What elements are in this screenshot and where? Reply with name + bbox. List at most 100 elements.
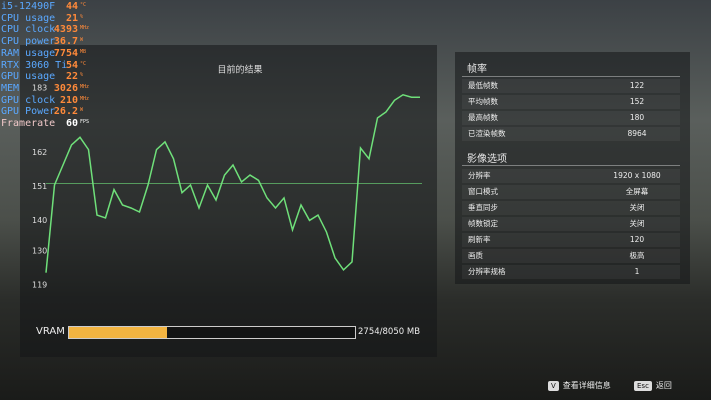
overlay-unit: W — [80, 37, 84, 44]
overlay-value: 21 — [65, 12, 78, 24]
overlay-row: GPU clock 210 MHz — [0, 95, 110, 107]
overlay-unit: MB — [80, 48, 87, 55]
info-row: 已渲染帧数 8964 — [462, 127, 680, 141]
row-label: 平均帧数 — [468, 97, 498, 106]
info-panel — [455, 52, 690, 284]
row-label: 窗口模式 — [468, 187, 498, 196]
info-row: 最低帧数 122 — [462, 79, 680, 93]
vram-text: 2754/8050 MB — [358, 327, 420, 337]
row-label: 最低帧数 — [468, 81, 498, 90]
info-row: 平均帧数 152 — [462, 95, 680, 109]
info-row: 最高帧数 180 — [462, 111, 680, 125]
overlay-row: RTX 3060 Ti 54 °C — [0, 60, 110, 72]
overlay-unit: °C — [80, 60, 87, 67]
key-hint: Esc — [634, 381, 652, 391]
row-label: 最高帧数 — [468, 113, 498, 122]
row-label: 帧数锁定 — [468, 219, 498, 228]
vram-sep: / — [379, 327, 383, 337]
row-value: 关闭 — [629, 203, 645, 212]
y-tick-label: 130 — [32, 247, 47, 256]
vram-total: 8050 — [382, 327, 405, 337]
key-hint: V — [548, 381, 559, 391]
row-label: 垂直同步 — [468, 203, 498, 212]
row-value: 122 — [629, 81, 645, 90]
overlay-label: CPU clock — [1, 24, 56, 36]
overlay-row: CPU power 36.7 W — [0, 36, 110, 48]
overlay-value: 7754 — [53, 47, 78, 59]
overlay-row: i5-12490F 44 °C — [0, 1, 110, 13]
overlay-label: CPU power — [1, 36, 56, 48]
overlay-row: CPU usage 21% — [0, 13, 110, 25]
overlay-value: 22 — [65, 71, 78, 83]
overlay-unit: MHz — [80, 25, 90, 32]
overlay-row: Framerate 60 FPS — [0, 118, 110, 130]
overlay-unit: MHz — [80, 83, 90, 90]
info-row: 分辨率规格 1 — [462, 265, 680, 279]
vram-track — [68, 326, 356, 339]
row-value: 1920 x 1080 — [613, 171, 661, 180]
details-label: 查看详细信息 — [562, 381, 611, 390]
row-value: 8964 — [627, 129, 647, 138]
row-value: 180 — [629, 113, 645, 122]
overlay-unit: % — [80, 72, 84, 79]
overlay-label: GPU usage — [1, 71, 56, 83]
y-tick-label: 140 — [32, 216, 47, 225]
overlay-row: MEM 3026 MHz — [0, 83, 110, 95]
overlay-row: RAM usage 7754 MB — [0, 48, 110, 60]
row-value: 极高 — [629, 251, 645, 260]
overlay-value: 54 — [65, 59, 78, 71]
overlay-value: 210 — [59, 94, 78, 106]
overlay-label: Framerate — [1, 118, 56, 129]
row-value: 1 — [634, 267, 640, 276]
divider — [462, 165, 680, 166]
overlay-label: GPU clock — [1, 94, 56, 106]
overlay-value: 60 — [65, 118, 78, 129]
overlay-label: i5-12490F — [1, 1, 56, 12]
graph-title: 目前的结果 — [217, 64, 262, 76]
overlay-row: GPU Power 26.2 W — [0, 106, 110, 118]
row-label: 已渲染帧数 — [468, 129, 506, 138]
fps-line — [45, 93, 420, 273]
results-panel — [20, 45, 437, 357]
divider — [462, 76, 680, 77]
overlay-label: RTX 3060 Ti — [1, 59, 68, 71]
overlay-row: CPU clock 4393 MHz — [0, 24, 110, 36]
overlay-value: 44 — [65, 1, 78, 12]
row-label: 分辨率规格 — [468, 267, 506, 276]
row-label: 刷新率 — [468, 235, 491, 244]
overlay-value: 36.7 — [53, 36, 78, 48]
vram-used: 2754 — [358, 327, 380, 337]
overlay-unit: °C — [80, 2, 87, 8]
info-row: 画质 极高 — [462, 249, 680, 263]
overlay-value: 3026 — [53, 82, 78, 94]
details-button[interactable]: V 查看详细信息 — [548, 380, 611, 391]
y-tick-label: 119 — [32, 281, 47, 290]
overlay-unit: W — [80, 107, 84, 114]
row-value: 152 — [629, 97, 645, 106]
vram-unit: MB — [406, 327, 421, 337]
options-title: 影像选项 — [467, 154, 507, 165]
overlay-label: MEM — [1, 82, 20, 94]
row-value: 120 — [629, 235, 645, 244]
row-label: 分辨率 — [468, 171, 491, 180]
info-row: 窗口模式 全屏幕 — [462, 185, 680, 199]
y-tick-label: 162 — [32, 148, 47, 157]
row-label: 画质 — [468, 251, 483, 260]
row-value: 关闭 — [629, 219, 645, 228]
overlay-value: 4393 — [53, 24, 78, 36]
overlay-value: 26.2 — [53, 106, 78, 118]
info-row: 帧数锁定 关闭 — [462, 217, 680, 231]
vram-label: VRAM — [36, 326, 65, 337]
back-label: 返回 — [655, 381, 672, 390]
overlay-unit: % — [80, 13, 84, 20]
y-tick-label: 183 — [32, 84, 47, 93]
info-row: 垂直同步 关闭 — [462, 201, 680, 215]
back-button[interactable]: Esc 返回 — [634, 380, 672, 391]
overlay-unit: FPS — [80, 119, 90, 125]
overlay-label: GPU Power — [1, 106, 56, 118]
overlay-row: GPU usage 22% — [0, 71, 110, 83]
overlay-label: CPU usage — [1, 12, 56, 24]
info-row: 刷新率 120 — [462, 233, 680, 247]
